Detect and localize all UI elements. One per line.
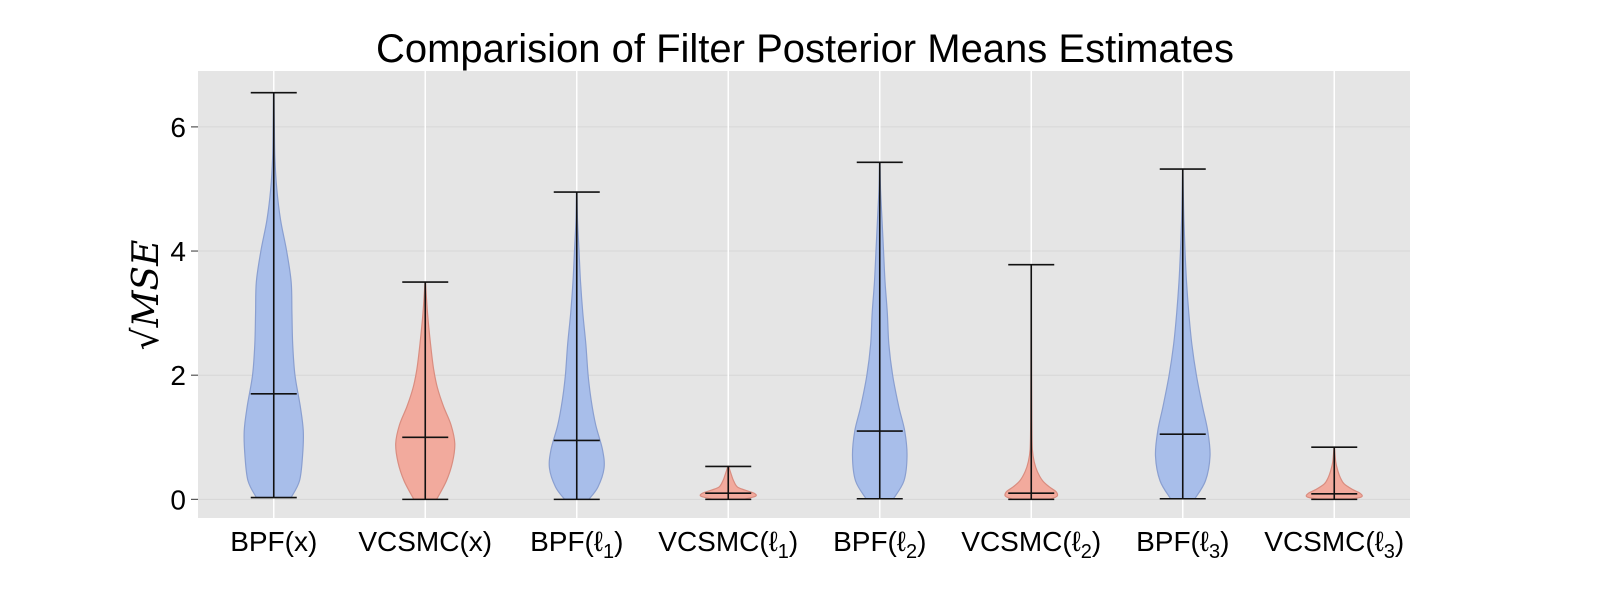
violin-4 [851,161,908,500]
violin-3 [699,465,757,501]
x-tick-label: BPF(x) [230,526,317,557]
violin-6 [1154,168,1211,500]
violin-2 [548,191,605,501]
violins [243,91,1363,501]
chart-title: Comparision of Filter Posterior Means Es… [376,27,1234,71]
x-axis: BPF(x) VCSMC(x) BPF(ℓ1) VCSMC(ℓ1) BPF(ℓ2) VCS… [230,526,1404,563]
violin-1 [395,281,456,501]
x-tick-label: VCSMC(ℓ1) [658,526,798,563]
y-tick-label: 6 [170,112,186,143]
y-tick-label: 4 [170,236,186,267]
plot-area [198,71,1410,518]
x-tick-label: VCSMC(ℓ2) [961,526,1101,563]
violin-7 [1305,446,1363,501]
y-tick-label: 2 [170,360,186,391]
violin-5 [1004,263,1059,501]
y-tick-label: 0 [170,484,186,515]
x-tick-label: VCSMC(ℓ3) [1264,526,1404,563]
y-axis-label: √MSE [126,240,167,351]
y-axis-label-group: √MSE [126,240,167,351]
x-tick-label: VCSMC(x) [358,526,492,557]
x-tick-label: BPF(ℓ2) [833,526,926,563]
x-tick-label: BPF(ℓ1) [530,526,623,563]
y-axis: 0 2 4 6 [170,112,198,515]
x-tick-label: BPF(ℓ3) [1136,526,1229,563]
violin-0 [243,91,305,499]
